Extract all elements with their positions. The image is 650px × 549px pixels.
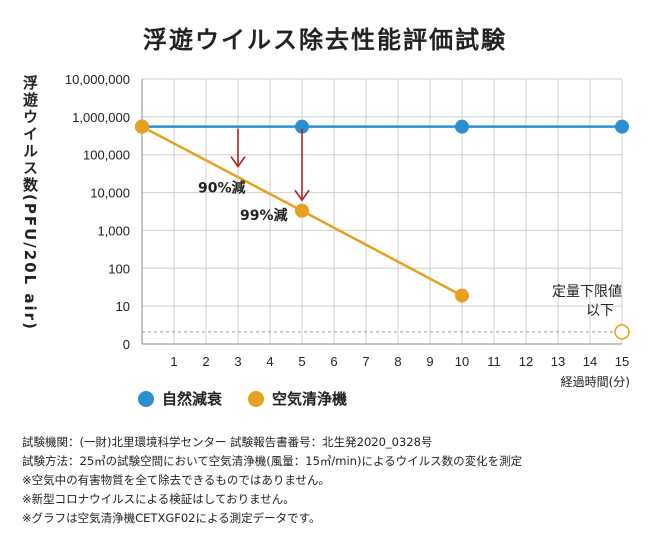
x-tick-label: 14 xyxy=(583,354,597,369)
note-covid: ※新型コロナウイルスによる検証はしておりません。 xyxy=(22,492,295,506)
x-tick-label: 10 xyxy=(455,354,469,369)
x-tick-label: 2 xyxy=(202,354,209,369)
legend-item-purifier: 空気清浄機 xyxy=(248,388,347,409)
data-point xyxy=(455,119,469,134)
legend-item-natural: 自然減衰 xyxy=(138,388,222,409)
reduction-arrow-head xyxy=(294,189,310,202)
note-model: ※グラフは空気清浄機CETXGF02による測定データです。 xyxy=(22,511,321,525)
note-lab: 試験機関：(一財)北里環境科学センター 試験報告書番号：北生発2020_0328… xyxy=(22,435,433,449)
x-tick-label: 11 xyxy=(487,354,501,369)
y-tick-label: 0 xyxy=(123,337,130,352)
data-point-below-limit xyxy=(614,324,630,340)
reduction-label: 99%減 xyxy=(240,207,288,224)
y-axis-label: 浮遊ウイルス数(PFU/20L air) xyxy=(21,75,39,331)
x-tick-label: 6 xyxy=(330,354,337,369)
y-tick-label: 10,000,000 xyxy=(65,72,130,87)
legend-label-purifier: 空気清浄機 xyxy=(272,390,348,408)
y-tick-label: 1,000 xyxy=(97,223,130,238)
data-point xyxy=(455,288,469,303)
data-point xyxy=(295,203,309,218)
reduction-label: 90%減 xyxy=(198,180,246,197)
footnotes: 試験機関：(一財)北里環境科学センター 試験報告書番号：北生発2020_0328… xyxy=(22,433,522,528)
data-point xyxy=(615,119,629,134)
y-tick-label: 10 xyxy=(116,299,130,314)
data-point xyxy=(135,119,149,134)
legend: 自然減衰 空気清浄機 xyxy=(138,388,347,409)
note-method: 試験方法：25㎥の試験空間において空気清浄機(風量：15㎥/min)によるウイル… xyxy=(22,454,523,468)
x-tick-label: 13 xyxy=(551,354,565,369)
x-tick-label: 8 xyxy=(394,354,401,369)
y-tick-label: 100 xyxy=(108,261,130,276)
limit-label-line1: 定量下限値 xyxy=(552,284,622,300)
legend-dot-purifier xyxy=(248,390,265,407)
y-tick-label: 100,000 xyxy=(83,148,130,163)
x-axis-label: 経過時間(分) xyxy=(561,375,630,389)
x-tick-label: 12 xyxy=(519,354,533,369)
data-point xyxy=(295,119,309,134)
x-tick-label: 3 xyxy=(234,354,241,369)
chart-title: 浮遊ウイルス除去性能評価試験 xyxy=(143,26,507,54)
chart-svg: 10,000,0001,000,000100,00010,0001,000100… xyxy=(65,72,630,389)
x-tick-label: 5 xyxy=(298,354,305,369)
x-tick-label: 7 xyxy=(362,354,369,369)
limit-label-line2: 以下 xyxy=(586,303,614,319)
x-tick-label: 4 xyxy=(266,354,273,369)
reduction-arrow-head xyxy=(230,156,246,168)
y-tick-label: 1,000,000 xyxy=(72,110,130,125)
legend-dot-natural xyxy=(138,390,154,407)
legend-label-natural: 自然減衰 xyxy=(162,390,223,408)
y-tick-label: 10,000 xyxy=(90,186,130,201)
x-tick-label: 15 xyxy=(615,354,629,369)
x-tick-label: 9 xyxy=(426,354,433,369)
x-tick-label: 1 xyxy=(170,354,177,369)
note-disclaimer: ※空気中の有害物質を全て除去できるものではありません。 xyxy=(22,473,331,487)
